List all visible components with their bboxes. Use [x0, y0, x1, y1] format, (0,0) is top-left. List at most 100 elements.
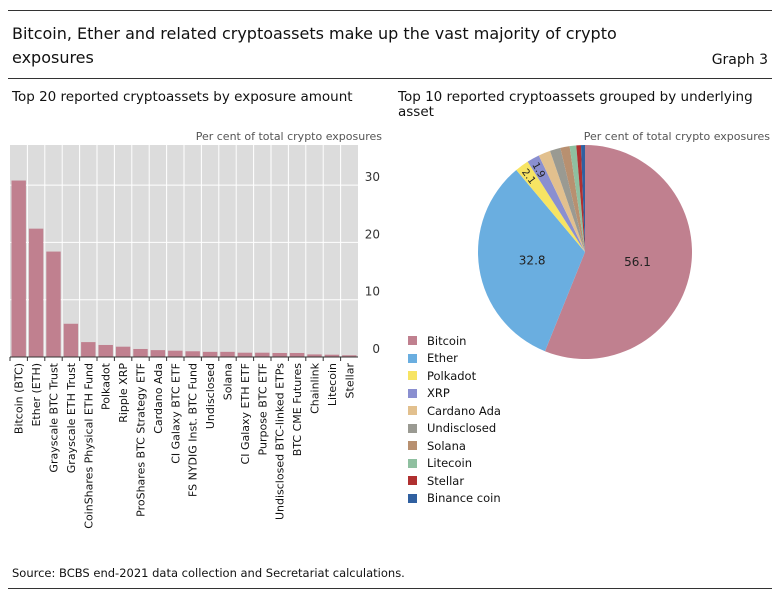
data-label: 56.1 — [624, 255, 651, 269]
x-tick-label: CI Galaxy ETH ETF — [239, 363, 252, 464]
legend-item: XRP — [408, 385, 501, 403]
legend-swatch — [408, 476, 417, 486]
legend-item: Bitcoin — [408, 332, 501, 350]
pie-slice-xrp — [527, 155, 585, 252]
bottom-rule — [8, 588, 772, 589]
x-tick-label: Chainlink — [309, 362, 322, 414]
pie-slice-ether — [478, 169, 585, 352]
bar — [11, 180, 26, 357]
pie-slice-stellar — [576, 145, 585, 252]
x-tick-label: CI Galaxy BTC ETF — [169, 363, 182, 464]
x-tick-label: Undisclosed — [204, 363, 217, 429]
graph-number: Graph 3 — [711, 52, 768, 68]
bar — [255, 352, 270, 357]
legend-item: Undisclosed — [408, 420, 501, 438]
legend-swatch — [408, 406, 417, 416]
x-tick-label: Litecoin — [326, 363, 339, 406]
legend-label: Bitcoin — [427, 333, 467, 348]
bar — [46, 251, 61, 357]
x-tick-label: Stellar — [343, 363, 356, 399]
legend-item: Solana — [408, 437, 501, 455]
bar — [220, 351, 235, 357]
bar-chart: Per cent of total crypto exposures 0 10 20 3… — [9, 130, 383, 529]
legend-label: Cardano Ada — [427, 403, 501, 418]
x-tick-label: Cardano Ada — [152, 363, 165, 434]
legend-label: Binance coin — [427, 491, 501, 506]
y-tick-label: 0 — [372, 342, 380, 356]
x-tick-label: Grayscale BTC Trust — [48, 362, 61, 472]
legend-item: Polkadot — [408, 367, 501, 385]
graph-title: Bitcoin, Ether and related cryptoassets … — [12, 24, 617, 67]
x-tick-label: Polkadot — [100, 362, 113, 410]
legend-swatch — [408, 388, 417, 398]
data-label: 32.8 — [519, 253, 546, 267]
bar — [150, 350, 166, 357]
legend-swatch — [408, 423, 417, 433]
bar — [133, 348, 148, 357]
legend-label: Undisclosed — [427, 421, 497, 436]
y-axis-label: Per cent of total crypto exposures — [584, 130, 771, 143]
y-tick-label: 30 — [365, 170, 380, 184]
bar — [115, 346, 131, 357]
pie-chart: Per cent of total crypto exposures 56.1 32… — [478, 130, 771, 359]
pie-slice-polkadot — [516, 161, 585, 252]
legend-label: Solana — [427, 438, 466, 453]
legend-item: Stellar — [408, 472, 501, 490]
pie-chart-title: Top 10 reported cryptoassets grouped by … — [398, 89, 753, 120]
bar — [307, 354, 322, 357]
legend-swatch — [408, 441, 417, 451]
x-tick-label: FS NYDIG Inst. BTC Fund — [187, 363, 200, 497]
x-tick-label: Ripple XRP — [117, 363, 130, 423]
bar — [98, 344, 113, 357]
bar — [202, 351, 218, 357]
bar — [185, 351, 200, 357]
legend-item: Binance coin — [408, 490, 501, 508]
pie-slice-litecoin — [569, 145, 585, 252]
legend-swatch — [408, 336, 417, 346]
legend-label: Stellar — [427, 473, 465, 488]
pie-slice-undisclosed — [550, 147, 585, 252]
x-tick-label: Undisclosed BTC-linked ETPs — [274, 363, 287, 520]
title-rule — [8, 78, 772, 79]
pie-legend: Bitcoin Ether Polkadot XRP Cardano Ada Undisc… — [408, 332, 501, 507]
y-axis-label: Per cent of total crypto exposures — [196, 130, 383, 143]
legend-swatch — [408, 458, 417, 468]
pie-slice-bitcoin — [544, 145, 692, 359]
x-tick-label: BTC CME Futures — [291, 363, 304, 456]
bar — [342, 355, 357, 357]
bar — [168, 350, 183, 357]
bar — [237, 352, 253, 357]
x-tick-label: Purpose BTC ETF — [256, 363, 269, 455]
top-rule — [8, 10, 772, 11]
bar-chart-title: Top 20 reported cryptoassets by exposure… — [12, 89, 353, 105]
legend-item: Cardano Ada — [408, 402, 501, 420]
legend-label: XRP — [427, 386, 450, 401]
pie-slice-binance-coin — [580, 145, 585, 252]
bar — [28, 228, 44, 357]
bar — [81, 342, 96, 357]
bar — [63, 323, 79, 357]
legend-swatch — [408, 493, 417, 503]
x-tick-label: CoinShares Physical ETH Fund — [82, 363, 95, 529]
legend-label: Polkadot — [427, 368, 477, 383]
y-tick-label: 20 — [365, 227, 380, 241]
x-tick-label: Solana — [222, 363, 235, 400]
legend-label: Ether — [427, 351, 458, 366]
legend-swatch — [408, 353, 417, 363]
legend-item: Ether — [408, 350, 501, 368]
pie-slice-cardano-ada — [538, 150, 585, 252]
source-note: Source: BCBS end-2021 data collection an… — [12, 566, 405, 580]
bar — [324, 354, 340, 357]
legend-label: Litecoin — [427, 456, 473, 471]
bar — [272, 352, 287, 357]
x-tick-label: Ether (ETH) — [30, 363, 43, 427]
pie-slice-solana — [560, 146, 585, 252]
x-tick-label: Grayscale ETH Trust — [65, 362, 78, 473]
bar — [289, 352, 305, 357]
legend-item: Litecoin — [408, 455, 501, 473]
y-tick-label: 10 — [365, 285, 380, 299]
x-tick-label: ProShares BTC Strategy ETF — [135, 363, 148, 517]
x-tick-label: Bitcoin (BTC) — [13, 363, 26, 434]
legend-swatch — [408, 371, 417, 381]
